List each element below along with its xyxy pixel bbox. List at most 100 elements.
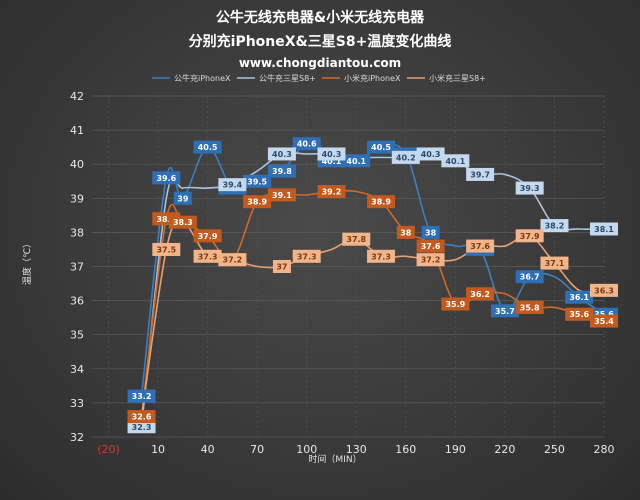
data-label-box xyxy=(540,256,569,270)
data-label: 37.5 xyxy=(152,242,181,256)
data-label: 32.3 xyxy=(127,420,156,434)
data-label-text: 38 xyxy=(400,228,412,237)
data-label-text: 32.6 xyxy=(132,413,152,422)
data-label: 39.8 xyxy=(267,164,296,178)
data-label: 39.6 xyxy=(152,171,181,185)
data-label: 39.1 xyxy=(267,188,296,202)
data-label-text: 40.3 xyxy=(322,150,342,159)
data-label-text: 37.2 xyxy=(223,256,243,265)
data-label-text: 40.5 xyxy=(371,143,391,152)
data-label: 40.5 xyxy=(193,140,222,154)
data-label-box xyxy=(267,188,296,202)
data-label-text: 38.9 xyxy=(247,198,267,207)
data-label-box xyxy=(127,410,156,424)
data-label-box xyxy=(441,297,470,311)
data-labels: 33.239.63940.539.339.539.840.640.140.140… xyxy=(127,137,618,434)
data-label: 32.6 xyxy=(127,410,156,424)
data-label: 39 xyxy=(173,191,192,205)
data-label: 37.3 xyxy=(367,249,396,263)
data-label-text: 37.3 xyxy=(198,252,218,261)
legend-label: 小米充iPhoneX xyxy=(344,73,401,83)
data-label-text: 32.3 xyxy=(132,423,152,432)
data-label-text: 38 xyxy=(425,228,437,237)
data-label-box xyxy=(466,167,495,181)
legend-item: 小米充三星S8+ xyxy=(407,73,486,83)
y-tick-label: 40 xyxy=(70,158,84,171)
data-label: 37.9 xyxy=(515,229,544,243)
data-label-text: 37 xyxy=(276,263,287,272)
data-label-box xyxy=(590,283,618,297)
data-label: 37.1 xyxy=(540,256,569,270)
data-label-box xyxy=(416,147,445,161)
data-label-box xyxy=(218,178,247,192)
data-label-text: 39.5 xyxy=(247,177,267,186)
data-label-text: 37.6 xyxy=(421,242,441,251)
data-label-box xyxy=(152,242,181,256)
y-tick-label: 34 xyxy=(70,363,84,376)
data-label-text: 37.3 xyxy=(371,252,391,261)
x-tick-label: (20) xyxy=(97,443,120,456)
data-label-text: 37.8 xyxy=(346,235,366,244)
data-label-box xyxy=(391,150,420,164)
data-label-box xyxy=(367,195,396,209)
chart-subtitle: 分别充iPhoneX&三星S8+温度变化曲线 xyxy=(189,33,452,50)
data-label-box xyxy=(127,420,156,434)
data-label: 37.6 xyxy=(466,239,495,253)
data-label-text: 37.9 xyxy=(520,232,540,241)
data-label-text: 40.6 xyxy=(297,140,317,149)
data-label-box xyxy=(168,215,197,229)
data-label-box xyxy=(515,270,544,284)
data-label-box xyxy=(193,140,222,154)
data-label-box xyxy=(590,222,618,236)
y-tick-label: 38 xyxy=(70,226,84,239)
x-tick-label: 100 xyxy=(296,443,317,456)
grid xyxy=(92,95,605,438)
data-label-box xyxy=(590,314,618,328)
x-tick-label: 220 xyxy=(494,443,515,456)
data-label: 36.1 xyxy=(565,290,594,304)
data-label-box xyxy=(396,225,415,239)
data-label-text: 39.1 xyxy=(272,191,292,200)
data-label-box xyxy=(515,229,544,243)
data-label-text: 37.5 xyxy=(156,245,176,254)
data-label: 40.3 xyxy=(416,147,445,161)
data-label: 40.5 xyxy=(367,140,396,154)
data-label: 36.2 xyxy=(466,287,495,301)
data-label-text: 38.9 xyxy=(371,198,391,207)
chart-title: 公牛无线充电器&小米无线充电器 xyxy=(216,9,425,26)
x-axis-ticks: (20) 10 40 70 100 130 160 190 220 250 280 xyxy=(97,443,614,456)
data-label-text: 39.8 xyxy=(272,167,292,176)
data-label: 37.2 xyxy=(416,253,445,267)
x-tick-label: 70 xyxy=(250,443,264,456)
data-label-text: 35.6 xyxy=(569,310,589,319)
x-axis-title: 时间（MIN） xyxy=(308,453,361,465)
chart-url: www.chongdiantou.com xyxy=(239,56,401,70)
data-label-box xyxy=(272,260,291,273)
data-label-text: 38.2 xyxy=(545,222,565,231)
y-tick-label: 39 xyxy=(70,192,84,205)
y-tick-label: 36 xyxy=(70,295,84,308)
data-label-text: 37.2 xyxy=(421,256,441,265)
data-label: 40.3 xyxy=(317,147,346,161)
data-label-box xyxy=(193,229,222,243)
x-tick-label: 160 xyxy=(395,443,416,456)
data-label-box xyxy=(218,253,247,267)
y-tick-label: 32 xyxy=(70,431,84,444)
data-label-box xyxy=(416,253,445,267)
legend-label: 小米充三星S8+ xyxy=(429,73,486,83)
data-label: 38.9 xyxy=(367,195,396,209)
data-label-text: 37.3 xyxy=(297,252,317,261)
data-label-text: 35.8 xyxy=(520,303,540,312)
data-label: 40.2 xyxy=(391,150,420,164)
x-tick-label: 190 xyxy=(445,443,466,456)
data-label: 33.2 xyxy=(127,389,156,403)
data-label: 37.6 xyxy=(416,239,445,253)
x-tick-label: 280 xyxy=(594,443,615,456)
y-tick-label: 37 xyxy=(70,261,84,274)
data-label-text: 40.1 xyxy=(322,157,342,166)
data-label-box xyxy=(441,154,470,168)
data-label-box xyxy=(367,140,396,154)
data-label-text: 36.7 xyxy=(520,273,540,282)
data-label-text: 40.3 xyxy=(421,150,441,159)
